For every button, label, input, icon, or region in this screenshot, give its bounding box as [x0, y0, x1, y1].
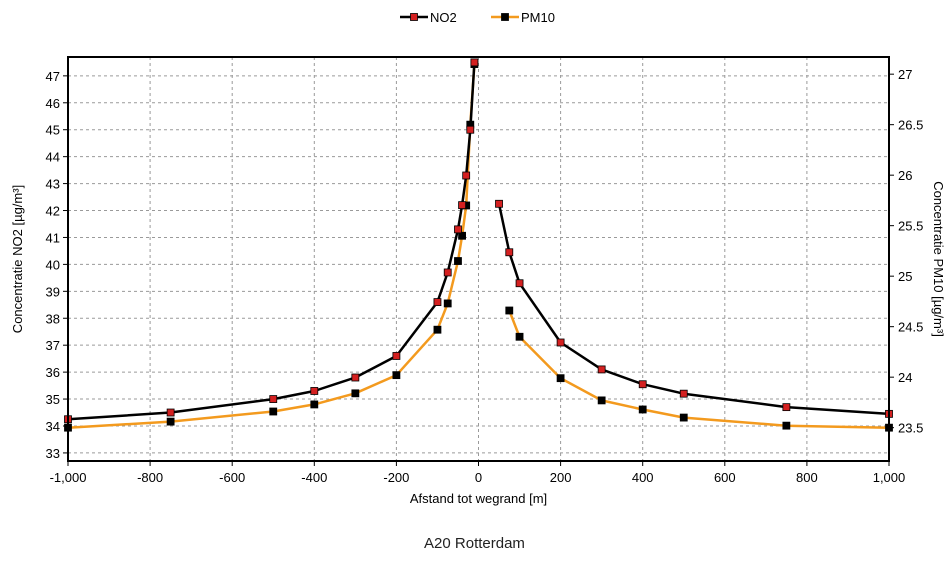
- y-left-tick-label: 45: [46, 123, 60, 138]
- data-point-pm10: [392, 371, 401, 380]
- y-left-tick-label: 40: [46, 257, 60, 272]
- y-right-tick-label: 26: [898, 168, 912, 183]
- y-right-tick-label: 23.5: [898, 421, 923, 436]
- data-point-no2: [505, 248, 514, 257]
- y-axis-right-label: Concentratie PM10 [µg/m³]: [931, 181, 946, 337]
- data-point-no2: [310, 387, 319, 395]
- data-point-no2: [166, 408, 175, 417]
- data-point-no2: [351, 373, 360, 382]
- data-point-pm10: [166, 417, 175, 426]
- data-point-no2: [269, 395, 278, 403]
- data-point-pm10: [433, 325, 442, 334]
- x-tick-label: -400: [301, 470, 327, 485]
- data-point-pm10: [310, 400, 319, 409]
- data-point-pm10: [458, 231, 466, 240]
- data-point-no2: [515, 279, 524, 288]
- data-point-pm10: [515, 332, 524, 341]
- y-left-tick-label: 39: [46, 284, 60, 299]
- y-right-tick-label: 24: [898, 370, 912, 385]
- data-point-no2: [782, 403, 791, 412]
- legend: NO2 PM10: [400, 10, 555, 25]
- y-right-tick-label: 27: [898, 67, 912, 82]
- data-point-pm10: [679, 413, 688, 422]
- legend-marker-pm10: [501, 13, 509, 21]
- y-left-tick-label: 33: [46, 446, 60, 461]
- data-point-no2: [466, 125, 475, 134]
- data-point-pm10: [597, 396, 606, 405]
- data-point-pm10: [782, 421, 791, 430]
- y-left-tick-label: 38: [46, 311, 60, 326]
- grid: [67, 57, 890, 461]
- x-tick-label: 1,000: [873, 470, 906, 485]
- x-axis-label: Afstand tot wegrand [m]: [410, 491, 547, 506]
- x-tick-label: -600: [219, 470, 245, 485]
- x-tick-label: -800: [137, 470, 163, 485]
- data-point-no2: [495, 199, 503, 208]
- y-left-tick-label: 36: [46, 365, 60, 380]
- legend-label-no2: NO2: [430, 10, 457, 25]
- y-left-tick-label: 43: [46, 177, 60, 192]
- y-right-tick-label: 24.5: [898, 320, 923, 335]
- y-right-tick-label: 25.5: [898, 219, 923, 234]
- y-left-tick-label: 46: [46, 96, 60, 111]
- x-tick-label: 600: [714, 470, 736, 485]
- series-line-pm10: [67, 64, 476, 429]
- y-left-tick-label: 44: [46, 150, 60, 165]
- y-left-tick-label: 47: [46, 69, 60, 84]
- series-line-pm10: [508, 310, 890, 429]
- data-point-no2: [597, 365, 606, 374]
- data-point-no2: [556, 338, 565, 347]
- x-tick-label: 200: [550, 470, 572, 485]
- data-point-no2: [462, 171, 471, 180]
- series-line-no2: [497, 203, 890, 416]
- data-point-pm10: [443, 299, 452, 308]
- data-point-no2: [454, 225, 462, 234]
- data-point-pm10: [351, 389, 360, 398]
- x-tick-label: 0: [475, 470, 482, 485]
- x-tick-label: -200: [383, 470, 409, 485]
- data-point-no2: [458, 201, 466, 210]
- data-point-pm10: [505, 306, 514, 315]
- ticks: -1,000 -800 -600 -400 -200 0 200 400 600 800 1,000…: [46, 67, 924, 485]
- x-tick-label: 800: [796, 470, 818, 485]
- data-point-no2: [392, 352, 401, 360]
- y-left-tick-label: 35: [46, 392, 60, 407]
- data-point-pm10: [269, 407, 278, 416]
- y-left-tick-label: 42: [46, 204, 60, 219]
- x-tick-label: -1,000: [50, 470, 87, 485]
- data-point-no2: [433, 298, 442, 306]
- chart-caption: A20 Rotterdam: [424, 535, 525, 552]
- data-point-no2: [443, 268, 452, 277]
- data-point-pm10: [556, 374, 565, 383]
- legend-marker-no2: [410, 13, 418, 21]
- data-point-no2: [470, 58, 479, 67]
- y-left-tick-label: 34: [46, 419, 60, 434]
- legend-label-pm10: PM10: [521, 10, 555, 25]
- y-right-tick-label: 26.5: [898, 118, 923, 133]
- y-right-tick-label: 25: [898, 269, 912, 284]
- data-point-no2: [679, 389, 688, 398]
- legend-item-pm10: PM10: [491, 10, 555, 25]
- data-point-pm10: [638, 405, 647, 414]
- y-left-tick-label: 41: [46, 230, 60, 245]
- y-left-tick-label: 37: [46, 338, 60, 353]
- data-point-no2: [638, 380, 647, 389]
- legend-item-no2: NO2: [400, 10, 457, 25]
- data-point-pm10: [454, 257, 462, 265]
- series-line-no2: [67, 62, 476, 421]
- x-tick-label: 400: [632, 470, 654, 485]
- y-axis-left-label: Concentratie NO2 [µg/m³]: [10, 185, 25, 333]
